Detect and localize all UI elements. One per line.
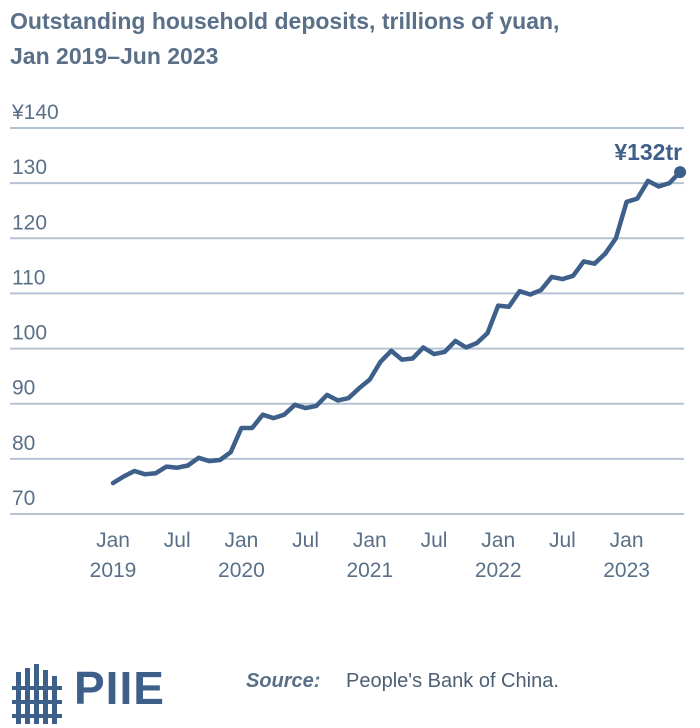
end-point-marker: [674, 166, 687, 179]
x-tick-label-4: Jan: [353, 529, 387, 552]
gridlines: [10, 127, 684, 515]
x-tick-label-1: Jul: [164, 529, 191, 552]
footer: PIIE Source: People's Bank of China.: [0, 650, 700, 728]
series-line: [110, 169, 683, 486]
series-layer: ¥132tr: [110, 139, 687, 486]
y-tick-label-120: 120: [12, 211, 47, 234]
source-line: Source: People's Bank of China.: [246, 670, 559, 693]
piie-logo-icon: [12, 664, 62, 724]
end-value-label: ¥132tr: [614, 139, 682, 165]
y-tick-label-140: ¥140: [11, 101, 59, 124]
chart-title-line2: Jan 2019–Jun 2023: [10, 43, 219, 69]
x-tick-year-2: 2020: [218, 559, 265, 582]
chart-title: Outstanding household deposits, trillion…: [10, 4, 690, 74]
y-tick-label-70: 70: [12, 487, 35, 510]
x-tick-label-6: Jan: [481, 529, 515, 552]
y-axis-tick-labels: ¥140 130 120 110 100 90 80 70: [11, 101, 59, 510]
x-tick-year-4: 2021: [346, 559, 393, 582]
x-tick-label-0: Jan: [96, 529, 130, 552]
brand-name: PIIE: [74, 662, 165, 714]
x-tick-year-0: 2019: [90, 559, 137, 582]
x-tick-label-8: Jan: [610, 529, 644, 552]
x-tick-year-8: 2023: [603, 559, 650, 582]
x-tick-label-5: Jul: [421, 529, 448, 552]
chart-title-line1: Outstanding household deposits, trillion…: [10, 8, 560, 34]
x-axis-tick-labels: Jan 2019 Jul Jan 2020 Jul Jan 2021 Jul Jan 2022 Jul…: [90, 529, 650, 582]
y-tick-label-100: 100: [12, 322, 47, 345]
x-tick-label-3: Jul: [292, 529, 319, 552]
y-tick-label-110: 110: [12, 266, 45, 289]
source-text: People's Bank of China.: [346, 670, 559, 692]
x-tick-year-6: 2022: [475, 559, 522, 582]
source-label: Source:: [246, 670, 321, 692]
x-tick-label-2: Jan: [224, 529, 258, 552]
y-tick-label-130: 130: [12, 156, 47, 179]
y-tick-label-90: 90: [12, 377, 35, 400]
line-chart: ¥140 130 120 110 100 90 80 70 Jan 2019 Jul Jan 2020…: [10, 101, 687, 582]
x-tick-label-7: Jul: [549, 529, 576, 552]
y-tick-label-80: 80: [12, 432, 35, 455]
